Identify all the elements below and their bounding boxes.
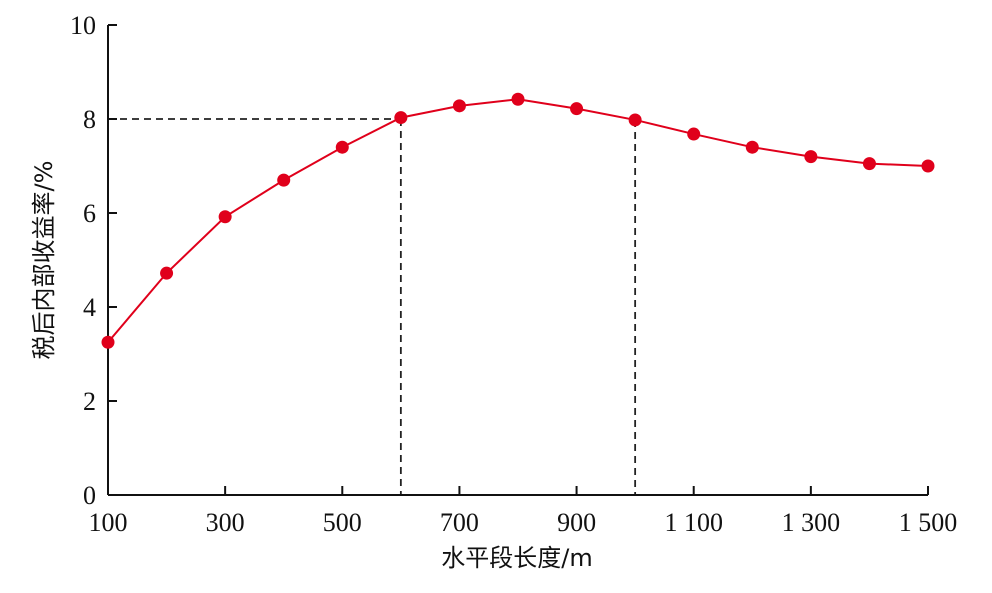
data-point bbox=[394, 111, 408, 125]
data-point bbox=[160, 266, 174, 280]
data-point bbox=[921, 159, 935, 173]
data-point bbox=[687, 127, 701, 141]
data-point bbox=[277, 173, 291, 187]
y-axis-title: 税后内部收益率/% bbox=[30, 161, 58, 360]
x-tick-label: 900 bbox=[557, 508, 596, 537]
x-tick-label: 300 bbox=[206, 508, 245, 537]
data-point bbox=[101, 335, 115, 349]
y-tick-label: 10 bbox=[70, 11, 96, 40]
y-tick-label: 4 bbox=[83, 293, 96, 322]
data-point bbox=[804, 150, 818, 164]
data-point bbox=[335, 140, 349, 154]
x-axis-title: 水平段长度/m bbox=[441, 544, 592, 572]
y-tick-label: 6 bbox=[83, 199, 96, 228]
series bbox=[101, 92, 935, 349]
y-tick-label: 0 bbox=[83, 481, 96, 510]
series-line bbox=[107, 98, 929, 343]
data-point bbox=[218, 210, 232, 224]
data-point bbox=[511, 92, 525, 106]
x-tick-label: 100 bbox=[89, 508, 128, 537]
x-tick-label: 700 bbox=[440, 508, 479, 537]
x-tick-label: 1 100 bbox=[664, 508, 723, 537]
x-tick-label: 500 bbox=[323, 508, 362, 537]
reference-lines bbox=[108, 118, 637, 495]
x-tick-label: 1 300 bbox=[782, 508, 841, 537]
axes: 0 2 4 6 8 10 100 300 500 700 900 1 100 1 300 1 500 bbox=[70, 11, 957, 537]
data-point bbox=[570, 102, 584, 116]
data-point bbox=[452, 99, 466, 113]
y-tick-label: 2 bbox=[83, 387, 96, 416]
data-point bbox=[862, 157, 876, 171]
data-point bbox=[628, 113, 642, 127]
x-tick-label: 1 500 bbox=[899, 508, 958, 537]
y-tick-label: 8 bbox=[83, 105, 96, 134]
data-point bbox=[745, 140, 759, 154]
